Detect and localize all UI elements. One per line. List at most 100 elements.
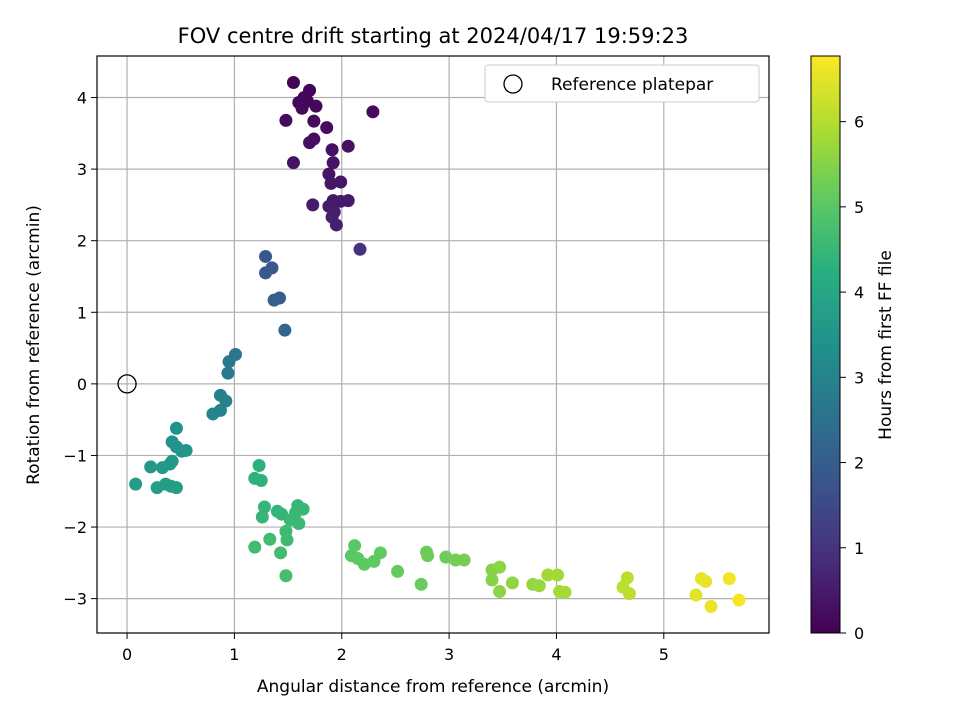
data-point: [222, 355, 236, 369]
data-point: [221, 366, 235, 380]
data-point: [551, 568, 565, 582]
data-point: [255, 510, 269, 524]
data-point: [179, 443, 193, 457]
data-point: [286, 156, 300, 170]
colorbar-tick-label: 3: [854, 368, 864, 387]
data-point: [325, 143, 339, 157]
y-tick-label: 1: [77, 303, 87, 322]
y-tick-label: 0: [77, 375, 87, 394]
data-point: [622, 587, 636, 601]
x-axis-ticks: 0 1 2 3 4 5: [122, 633, 669, 664]
data-point: [505, 576, 519, 590]
data-point: [267, 293, 281, 307]
plot-frame: [96, 55, 770, 634]
legend-box: [484, 64, 760, 103]
data-point: [263, 532, 277, 546]
data-point: [324, 176, 338, 190]
data-point: [292, 516, 306, 530]
reference-platepar-marker: [117, 374, 137, 394]
legend-marker-icon: [503, 74, 523, 94]
colorbar-tick-label: 5: [854, 198, 864, 217]
x-axis-label: Angular distance from reference (arcmin): [257, 677, 609, 697]
data-point: [334, 194, 348, 208]
x-tick-label: 4: [551, 645, 561, 664]
y-tick-label: −3: [63, 590, 87, 609]
y-axis-label: Rotation from reference (arcmin): [24, 205, 44, 485]
x-tick-label: 5: [659, 645, 669, 664]
data-point: [259, 266, 273, 280]
data-point: [279, 113, 293, 127]
data-point: [286, 75, 300, 89]
data-point: [704, 600, 718, 614]
data-point: [541, 568, 555, 582]
y-tick-label: −1: [63, 446, 87, 465]
colorbar-ticks: 0 1 2 3 4 5 6: [840, 113, 864, 643]
data-point: [689, 588, 703, 602]
data-point: [493, 584, 507, 598]
colorbar-tick-label: 4: [854, 283, 864, 302]
y-tick-label: 2: [77, 232, 87, 251]
data-point: [155, 461, 169, 475]
data-point: [206, 407, 220, 421]
data-point: [326, 156, 340, 170]
data-point: [254, 474, 268, 488]
legend-label: Reference platepar: [551, 75, 713, 95]
data-point: [485, 573, 499, 587]
data-point: [722, 572, 736, 586]
data-point: [391, 564, 405, 578]
data-point: [274, 546, 288, 560]
data-point: [303, 136, 317, 150]
legend: Reference platepar: [484, 64, 760, 103]
data-point: [169, 481, 183, 495]
colorbar-tick-label: 6: [854, 113, 864, 132]
data-point: [306, 198, 320, 212]
data-point: [144, 460, 158, 474]
colorbar-label: Hours from first FF file: [876, 250, 896, 440]
data-point: [307, 114, 321, 128]
data-point: [279, 569, 293, 583]
data-point: [278, 323, 292, 337]
plot-area: [97, 56, 769, 633]
data-point: [341, 139, 355, 153]
data-point: [353, 242, 367, 256]
y-tick-label: −2: [63, 518, 87, 537]
data-point: [348, 539, 362, 553]
data-point: [329, 218, 343, 232]
colorbar: [810, 55, 841, 634]
colorbar-tick-label: 1: [854, 539, 864, 558]
data-point: [252, 458, 266, 472]
data-point: [532, 579, 546, 593]
data-point: [558, 585, 572, 599]
data-point: [150, 481, 164, 495]
data-points: [129, 75, 746, 614]
data-point: [373, 546, 387, 560]
x-tick-label: 2: [337, 645, 347, 664]
x-tick-label: 1: [229, 645, 239, 664]
data-point: [257, 500, 271, 514]
data-point: [414, 577, 428, 591]
data-point: [295, 101, 309, 115]
data-point: [699, 574, 713, 588]
data-point: [334, 175, 348, 189]
y-tick-label: 3: [77, 160, 87, 179]
y-tick-label: 4: [77, 89, 87, 108]
data-point: [366, 105, 380, 119]
data-point: [280, 533, 294, 547]
data-point: [129, 477, 143, 491]
data-point: [248, 540, 262, 554]
chart-title: FOV centre drift starting at 2024/04/17 …: [178, 24, 689, 48]
data-point: [169, 421, 183, 435]
data-point: [493, 560, 507, 574]
data-point: [309, 99, 323, 113]
data-point: [259, 249, 273, 263]
data-point: [421, 549, 435, 563]
x-tick-label: 3: [444, 645, 454, 664]
colorbar-tick-label: 2: [854, 454, 864, 473]
colorbar-tick-label: 0: [854, 624, 864, 643]
data-point: [320, 121, 334, 135]
x-tick-label: 0: [122, 645, 132, 664]
data-point: [457, 553, 471, 567]
y-axis-ticks: −3 −2 −1 0 1 2 3 4: [63, 89, 97, 609]
data-point: [732, 593, 746, 607]
